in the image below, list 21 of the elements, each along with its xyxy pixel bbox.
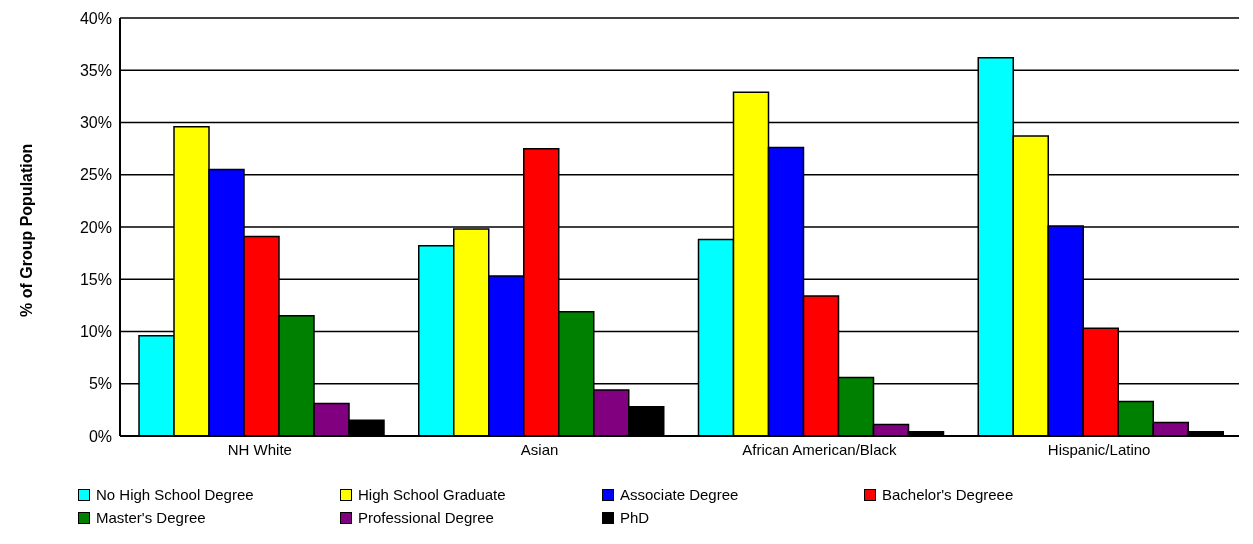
x-tick-label: Asian (520, 440, 559, 458)
y-tick-label: 25% (79, 166, 112, 184)
x-tick-label: African American/Black (742, 440, 897, 458)
x-tick-label: NH White (227, 440, 292, 458)
legend-label: Associate Degree (620, 486, 739, 503)
y-tick-label: 0% (88, 427, 112, 445)
y-tick-label: 20% (79, 218, 112, 236)
x-tick-label: Hispanic/Latino (1047, 440, 1151, 458)
y-tick-label: 35% (79, 61, 112, 79)
legend-label: Bachelor's Degreee (882, 486, 1014, 503)
legend-label: No High School Degree (96, 486, 254, 503)
y-tick-label: 10% (79, 323, 112, 341)
y-tick-label: 30% (79, 114, 112, 132)
legend-label: High School Graduate (358, 486, 506, 503)
y-tick-label: 15% (79, 270, 112, 288)
y-tick-label: 40% (79, 9, 112, 27)
legend-label: PhD (620, 509, 650, 526)
y-tick-label: 5% (88, 375, 112, 393)
legend-label: Professional Degree (358, 509, 494, 526)
legend-label: Master's Degree (96, 509, 206, 526)
y-axis-title: % of Group Population (17, 143, 35, 317)
